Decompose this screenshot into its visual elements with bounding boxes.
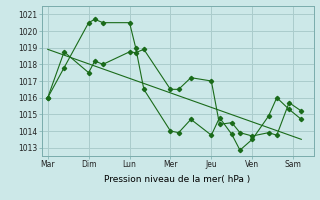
X-axis label: Pression niveau de la mer( hPa ): Pression niveau de la mer( hPa ) <box>104 175 251 184</box>
